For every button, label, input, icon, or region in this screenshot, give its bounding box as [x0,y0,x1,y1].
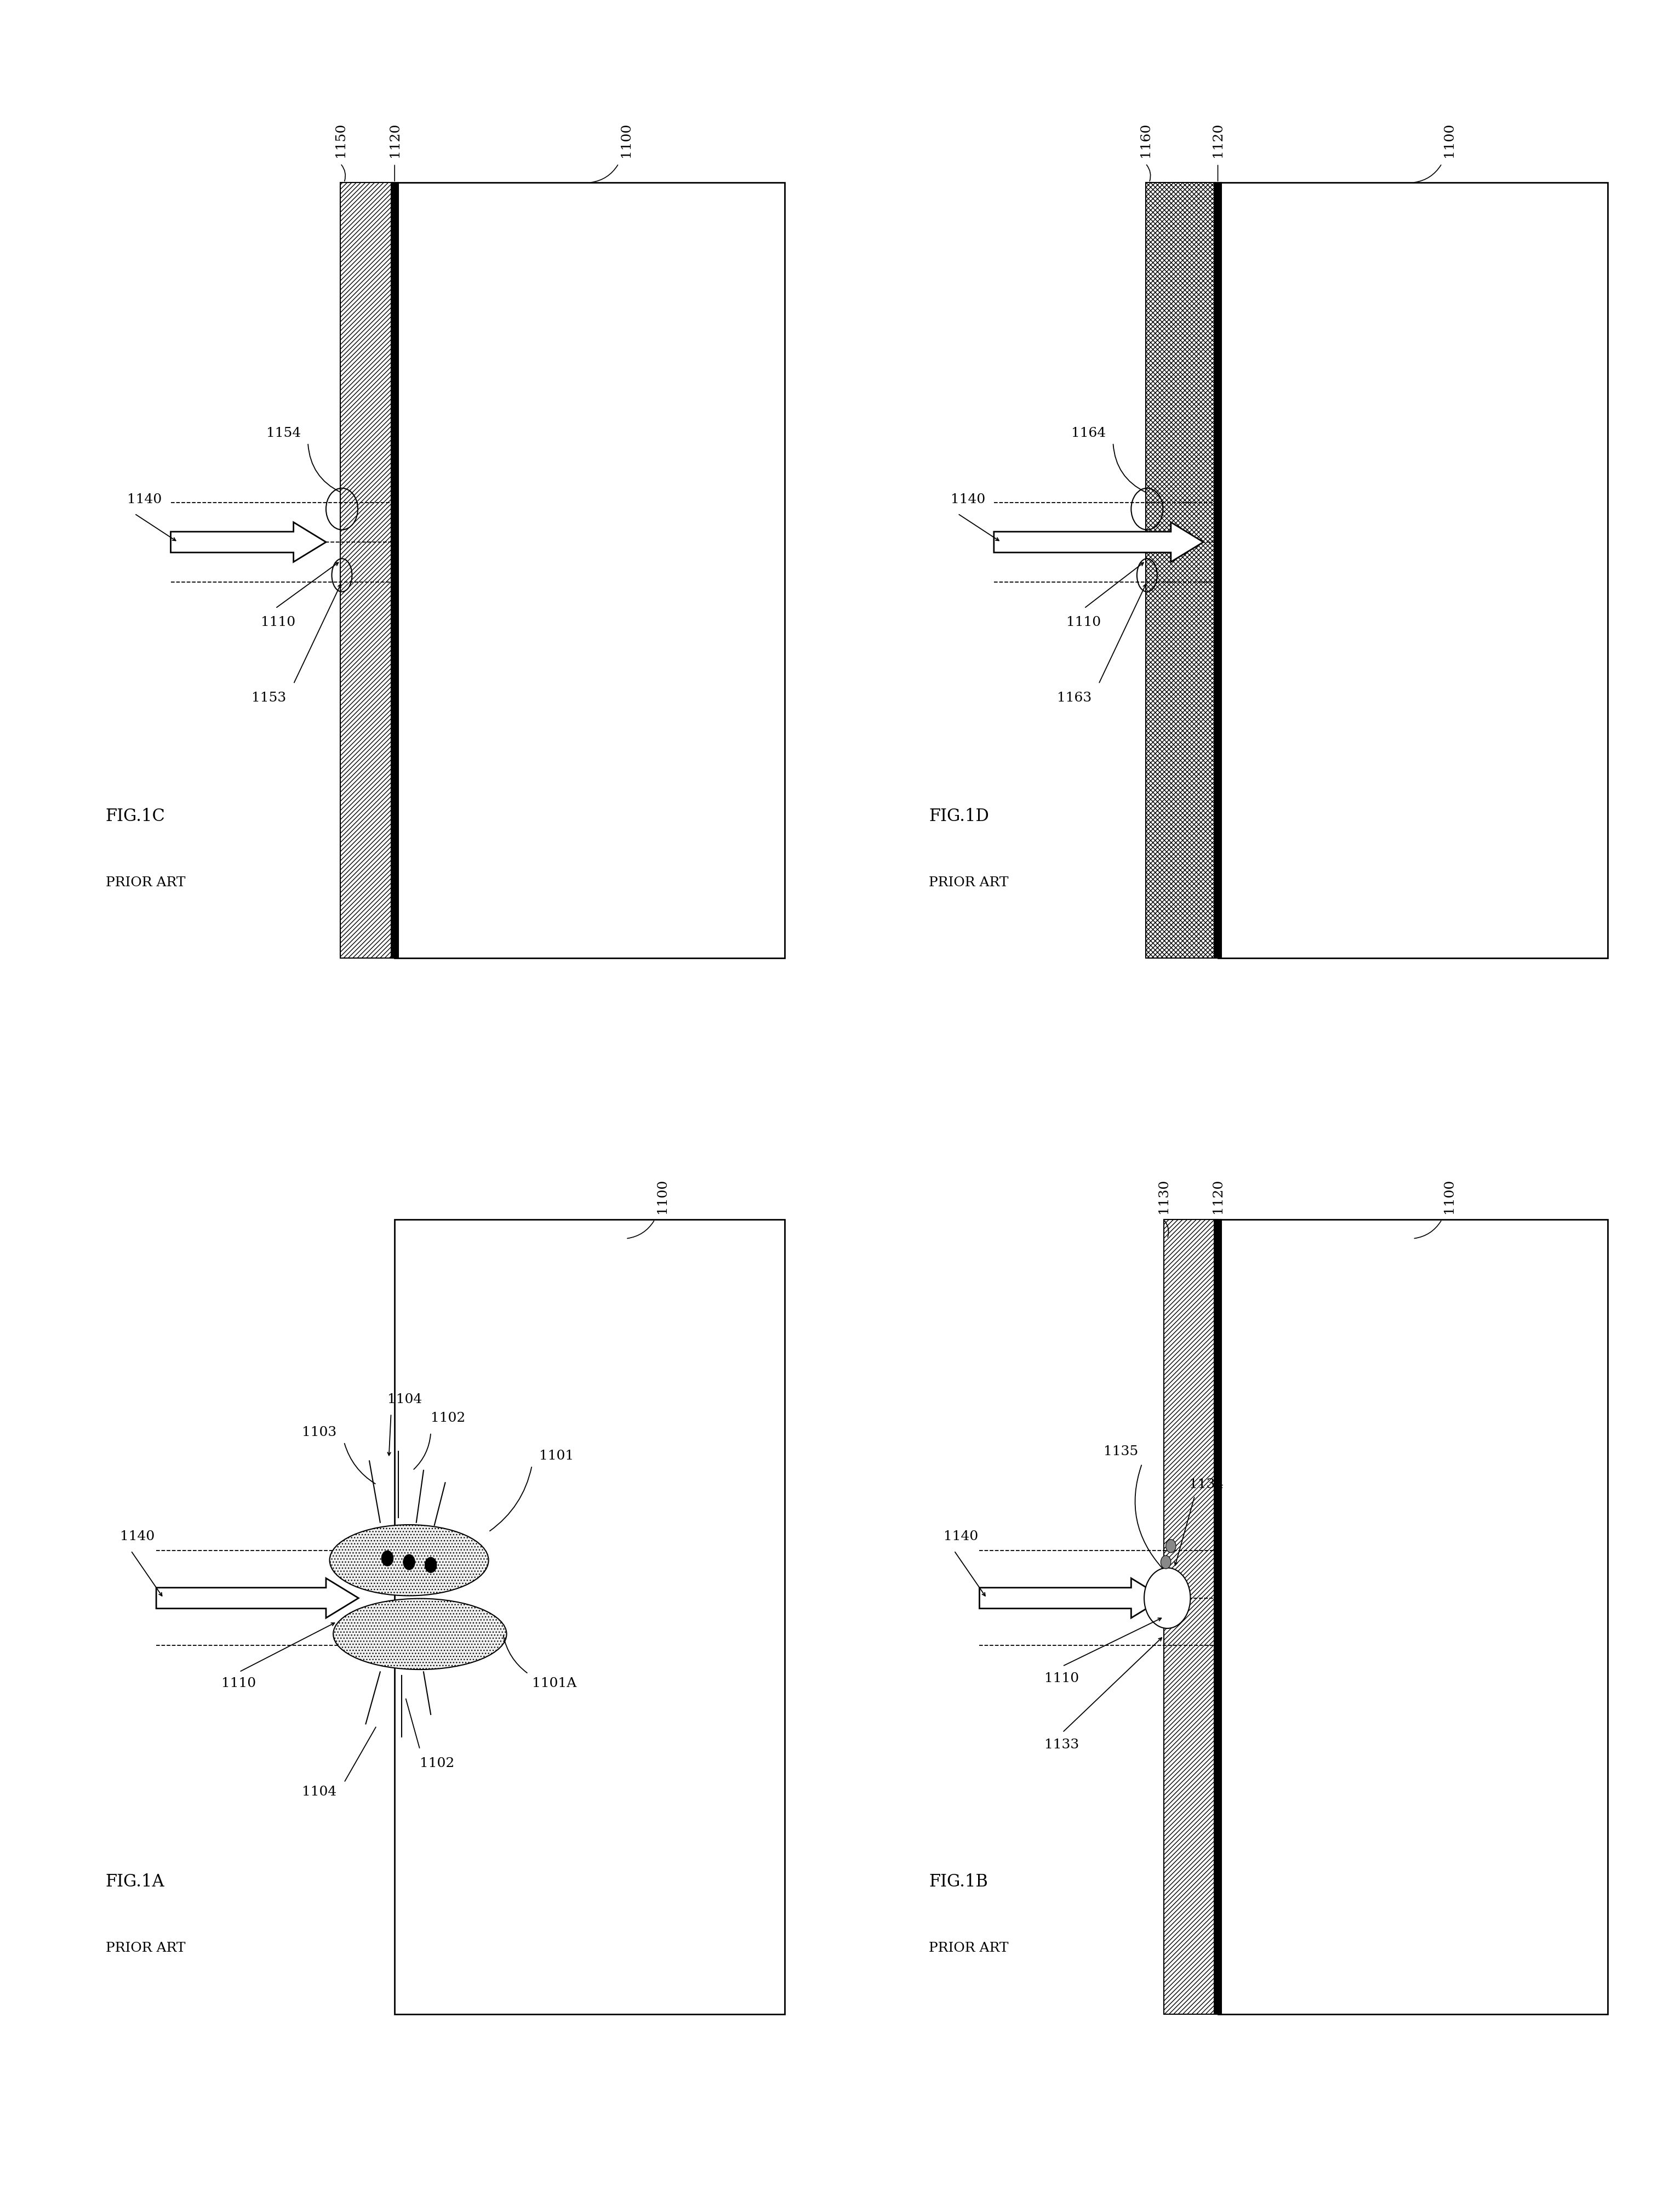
Bar [1215,1219,1221,2015]
Text: PRIOR ART: PRIOR ART [106,1943,185,1954]
Circle shape [381,1551,393,1566]
Text: 1150: 1150 [334,123,346,158]
Ellipse shape [329,1525,489,1595]
Text: 1140: 1140 [951,493,984,506]
Text: FIG.1D: FIG.1D [929,807,990,825]
Bar [1215,183,1221,959]
Circle shape [403,1555,415,1571]
Text: 1130: 1130 [1158,1179,1169,1214]
Text: 1164: 1164 [1072,427,1105,440]
Text: 1104: 1104 [302,1786,336,1797]
Text: 1110: 1110 [1067,616,1100,629]
Text: 1160: 1160 [1139,123,1152,158]
Text: FIG.1A: FIG.1A [106,1874,165,1890]
Text: PRIOR ART: PRIOR ART [929,1943,1008,1954]
Text: 1140: 1140 [944,1531,978,1542]
Circle shape [1144,1569,1191,1628]
Text: 1102: 1102 [430,1412,465,1426]
Text: 1100: 1100 [620,123,632,158]
Text: 1110: 1110 [1045,1672,1079,1685]
Bar [395,1219,785,2015]
Text: 1101A: 1101A [533,1676,576,1690]
Text: 1120: 1120 [388,123,402,158]
Bar [341,183,395,959]
Text: 1140: 1140 [121,1531,155,1542]
Text: 1100: 1100 [1443,1179,1455,1214]
Text: FIG.1C: FIG.1C [106,807,165,825]
Circle shape [425,1558,437,1573]
FancyArrow shape [156,1577,358,1617]
FancyArrow shape [979,1577,1164,1617]
Text: 1102: 1102 [420,1758,455,1771]
Bar [1164,1219,1218,2015]
Bar [395,183,785,959]
FancyArrow shape [995,521,1203,561]
Text: 1101: 1101 [539,1450,573,1463]
Text: FIG.1B: FIG.1B [929,1874,988,1890]
Text: 1110: 1110 [222,1676,255,1690]
Bar [391,183,398,959]
Ellipse shape [333,1599,507,1670]
Text: PRIOR ART: PRIOR ART [929,876,1008,889]
Text: 1120: 1120 [1211,123,1225,158]
Circle shape [1161,1555,1171,1569]
Text: 1100: 1100 [655,1179,669,1214]
FancyArrow shape [171,521,326,561]
Bar [1218,183,1608,959]
Text: 1135: 1135 [1104,1445,1139,1459]
Circle shape [1166,1540,1176,1553]
Text: 1110: 1110 [260,616,296,629]
Text: 1154: 1154 [265,427,301,440]
Bar [1146,183,1218,959]
Text: 1153: 1153 [252,691,286,704]
Text: 1100: 1100 [1443,123,1455,158]
Text: 1104: 1104 [388,1393,422,1406]
Text: 1120: 1120 [1211,1179,1225,1214]
Bar [1218,1219,1608,2015]
Text: 1134: 1134 [1189,1478,1223,1492]
Text: 1163: 1163 [1057,691,1092,704]
Text: 1133: 1133 [1045,1738,1079,1751]
Text: 1103: 1103 [302,1426,336,1439]
Text: 1140: 1140 [128,493,161,506]
Text: PRIOR ART: PRIOR ART [106,876,185,889]
